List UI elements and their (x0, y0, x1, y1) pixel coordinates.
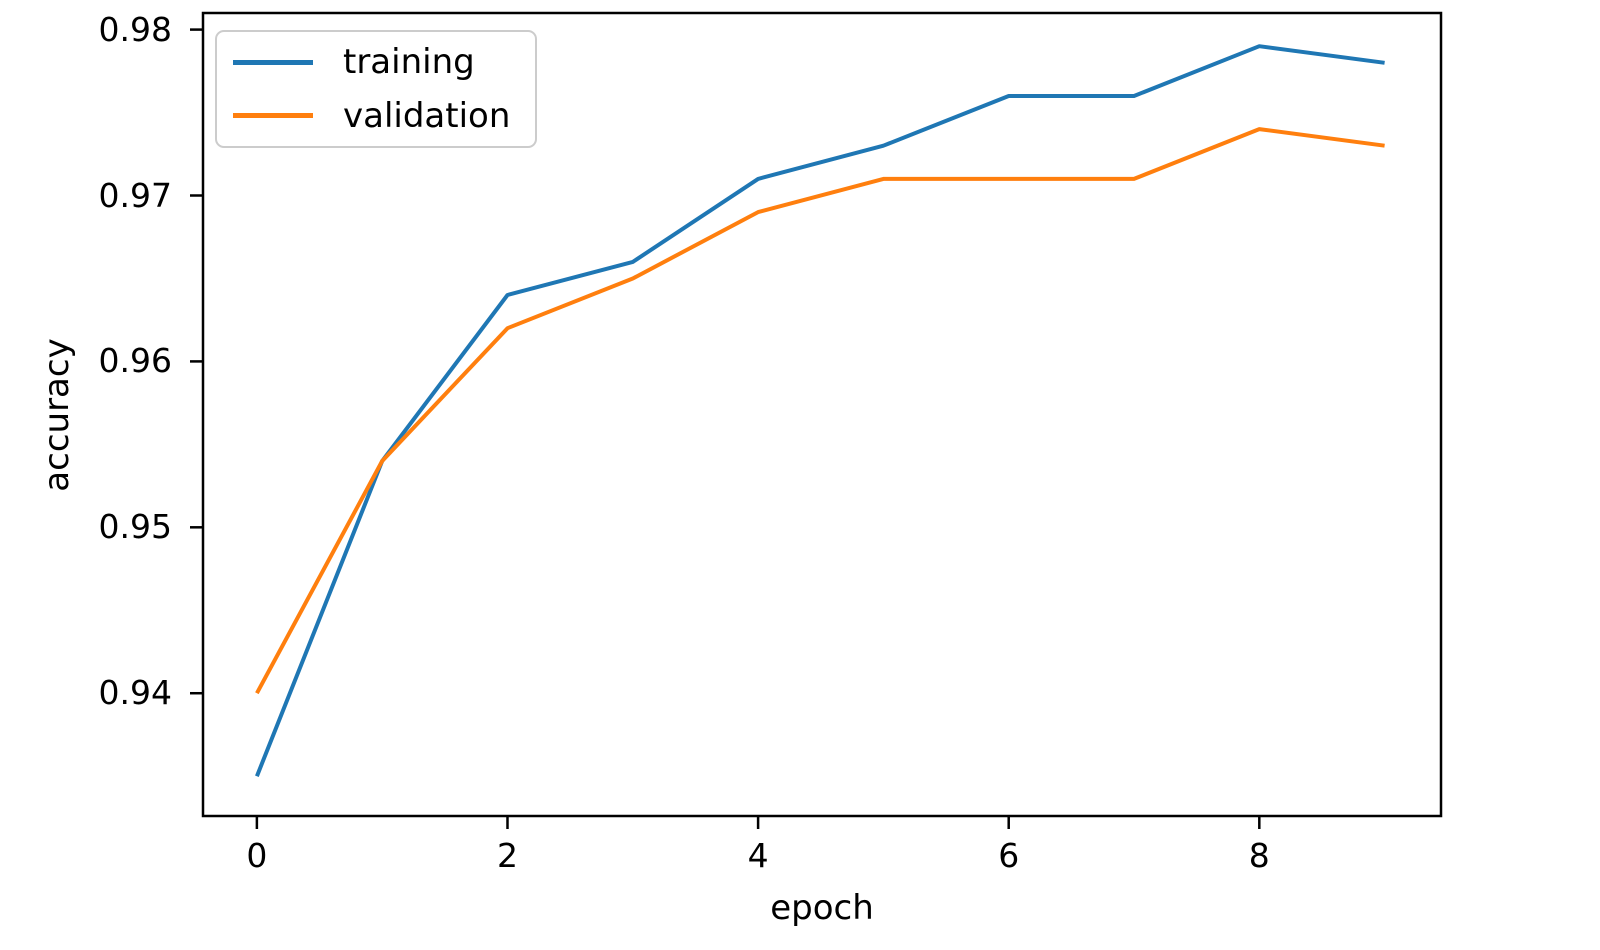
y-tick-label: 0.97 (98, 175, 172, 215)
legend: training validation (215, 30, 537, 148)
legend-item-training: training (217, 39, 535, 85)
y-tick-label: 0.95 (98, 507, 172, 547)
validation-line-swatch (233, 113, 313, 119)
training-line-swatch (233, 59, 313, 65)
y-tick-label: 0.96 (98, 341, 172, 381)
legend-label-training: training (343, 42, 475, 83)
x-tick-label: 2 (496, 836, 518, 875)
x-tick-label: 6 (998, 836, 1020, 875)
x-tick-label: 4 (747, 836, 769, 875)
training-line (255, 44, 1385, 777)
plot-border (201, 11, 1443, 818)
x-tick-label: 0 (246, 836, 268, 875)
x-axis-label: epoch (770, 888, 874, 928)
y-tick-label: 0.94 (98, 673, 172, 713)
x-tick-label: 8 (1248, 836, 1270, 875)
legend-label-validation: validation (343, 95, 511, 136)
legend-item-validation: validation (217, 93, 535, 139)
y-axis-label: accuracy (37, 338, 77, 492)
validation-line (255, 127, 1385, 695)
y-tick-label: 0.98 (98, 9, 172, 49)
